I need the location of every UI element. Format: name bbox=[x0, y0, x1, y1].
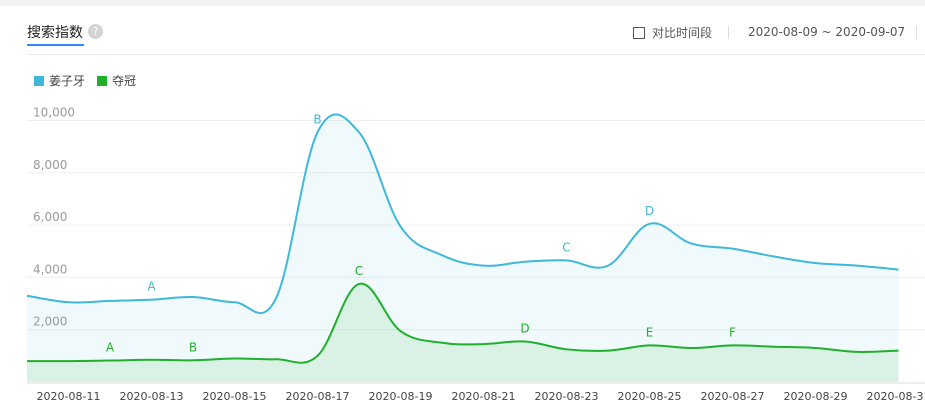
legend-swatch-series-2 bbox=[97, 75, 108, 86]
x-tick-label: 2020-08-17 bbox=[286, 390, 350, 403]
checkbox-icon[interactable] bbox=[633, 26, 645, 39]
series-area-1 bbox=[27, 114, 899, 383]
header-divider bbox=[27, 54, 925, 55]
x-tick-label: 2020-08-15 bbox=[203, 390, 267, 403]
legend-label-series-1: 姜子牙 bbox=[49, 74, 86, 88]
y-tick-label: 8,000 bbox=[33, 158, 67, 172]
help-icon[interactable]: ? bbox=[88, 24, 103, 39]
annotation-marker: E bbox=[646, 325, 654, 339]
x-tick-label: 2020-08-25 bbox=[618, 390, 682, 403]
annotation-marker: F bbox=[729, 325, 736, 339]
x-tick-label: 2020-08-13 bbox=[120, 390, 184, 403]
annotation-marker: A bbox=[106, 341, 115, 355]
series-line-2 bbox=[26, 282, 899, 364]
x-tick-label: 2020-08-31 bbox=[867, 390, 925, 403]
annotation-marker: C bbox=[562, 240, 570, 254]
y-tick-label: 10,000 bbox=[33, 106, 75, 120]
chart-legend: 姜子牙 夺冠 bbox=[34, 72, 148, 89]
annotation-marker: D bbox=[520, 321, 529, 335]
x-tick-label: 2020-08-29 bbox=[784, 390, 848, 403]
legend-swatch-series-1 bbox=[34, 75, 44, 86]
annotation-marker: A bbox=[147, 280, 156, 294]
x-tick-label: 2020-08-27 bbox=[701, 390, 765, 403]
annotation-marker: B bbox=[313, 112, 321, 126]
top-border bbox=[0, 0, 925, 6]
annotation-marker: D bbox=[645, 204, 654, 218]
y-tick-label: 2,000 bbox=[33, 315, 67, 329]
tab-search-index[interactable]: 搜索指数 bbox=[27, 25, 83, 41]
annotation-marker: C bbox=[355, 264, 363, 278]
x-tick-label: 2020-08-19 bbox=[369, 390, 433, 403]
legend-item-series-2[interactable]: 夺冠 bbox=[97, 72, 136, 89]
compare-period-toggle[interactable]: 对比时间段 bbox=[633, 24, 712, 41]
y-tick-label: 4,000 bbox=[33, 262, 67, 276]
x-tick-label: 2020-08-21 bbox=[452, 390, 516, 403]
x-tick-label: 2020-08-11 bbox=[37, 390, 101, 403]
legend-item-series-1[interactable]: 姜子牙 bbox=[34, 72, 85, 89]
series-area-2 bbox=[27, 283, 899, 382]
compare-period-label: 对比时间段 bbox=[652, 26, 713, 40]
y-tick-label: 6,000 bbox=[33, 210, 67, 224]
divider bbox=[916, 26, 917, 39]
legend-label-series-2: 夺冠 bbox=[112, 74, 137, 88]
annotation-marker: B bbox=[189, 340, 197, 354]
divider bbox=[728, 26, 729, 39]
x-tick-label: 2020-08-23 bbox=[535, 390, 599, 403]
date-range-picker[interactable]: 2020-08-09 ~ 2020-09-07 bbox=[748, 25, 906, 39]
series-line-1 bbox=[26, 113, 899, 314]
active-tab-indicator bbox=[27, 44, 84, 46]
